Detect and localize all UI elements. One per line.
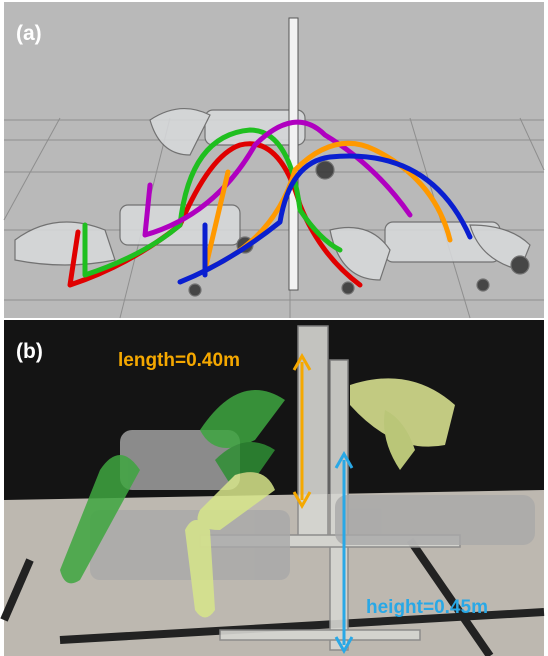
panel-a: (a) [4, 2, 544, 318]
panel-b: (b) length=0.40m height=0.45m [4, 320, 544, 656]
panel-label: (a) [16, 22, 42, 45]
figure: (a) [0, 0, 548, 656]
panel-label: (b) [16, 340, 43, 363]
length-annotation: length=0.40m [118, 350, 240, 371]
wall [289, 18, 298, 290]
height-annotation: height=0.45m [366, 597, 488, 618]
